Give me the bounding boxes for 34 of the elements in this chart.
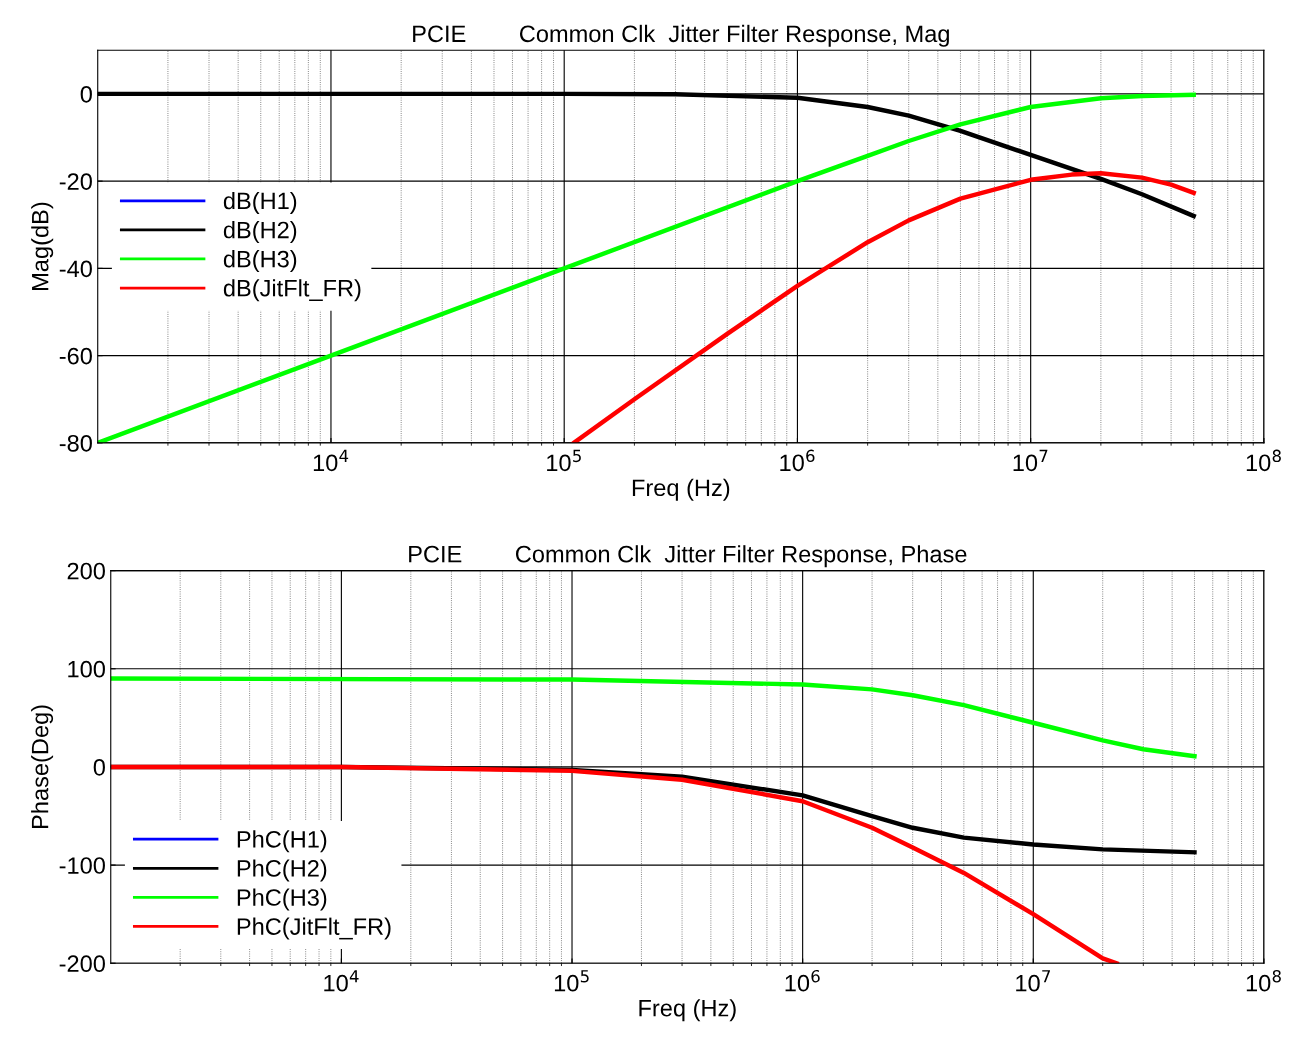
chart-title: PCIE Common Clk Jitter Filter Response, Mag	[413, 24, 949, 47]
y-axis-title: Phase(Deg)	[31, 705, 54, 828]
y-tick-label: 100	[68, 660, 105, 678]
x-tick-label: 10$^{8}$	[1246, 449, 1281, 472]
legend-label: PhC(H3)	[237, 888, 327, 911]
y-tick-label: -80	[59, 434, 92, 452]
x-tick-label: 10$^{6}$	[785, 969, 820, 992]
x-tick-label: 10$^{8}$	[1246, 969, 1281, 992]
x-tick-label: 10$^{5}$	[547, 449, 581, 472]
y-tick-label: -20	[59, 173, 92, 190]
legend-label: dB(H2)	[223, 221, 297, 244]
x-tick-label: 10$^{5}$	[554, 970, 589, 992]
x-tick-label: 10$^{4}$	[313, 449, 349, 472]
legend-label: dB(JitFlt_FR)	[223, 279, 361, 302]
y-tick-label: 200	[67, 562, 105, 580]
legend-label: PhC(H1)	[237, 830, 327, 853]
legend-label: dB(H1)	[223, 191, 297, 214]
y-tick-label: -200	[59, 955, 105, 973]
x-tick-label: 10$^{4}$	[324, 970, 359, 992]
legend-label: PhC(H2)	[237, 859, 327, 882]
y-axis-title: Mag(dB)	[31, 202, 54, 290]
y-tick-label: 0	[80, 85, 92, 103]
x-axis-title: Freq (Hz)	[632, 478, 730, 501]
x-tick-label: 10$^{7}$	[1016, 970, 1050, 992]
chart-title: PCIE Common Clk Jitter Filter Response, Phase	[409, 545, 967, 568]
legend-label: PhC(JitFlt_FR)	[237, 917, 391, 940]
y-tick-label: -60	[59, 347, 92, 365]
x-tick-label: 10$^{7}$	[1013, 449, 1048, 472]
x-axis-title: Freq (Hz)	[639, 999, 736, 1022]
y-tick-label: 0	[93, 759, 105, 776]
x-tick-label: 10$^{6}$	[780, 449, 815, 472]
y-tick-label: -100	[59, 857, 105, 874]
legend-label: dB(H3)	[223, 250, 297, 273]
y-tick-label: -40	[59, 260, 92, 278]
